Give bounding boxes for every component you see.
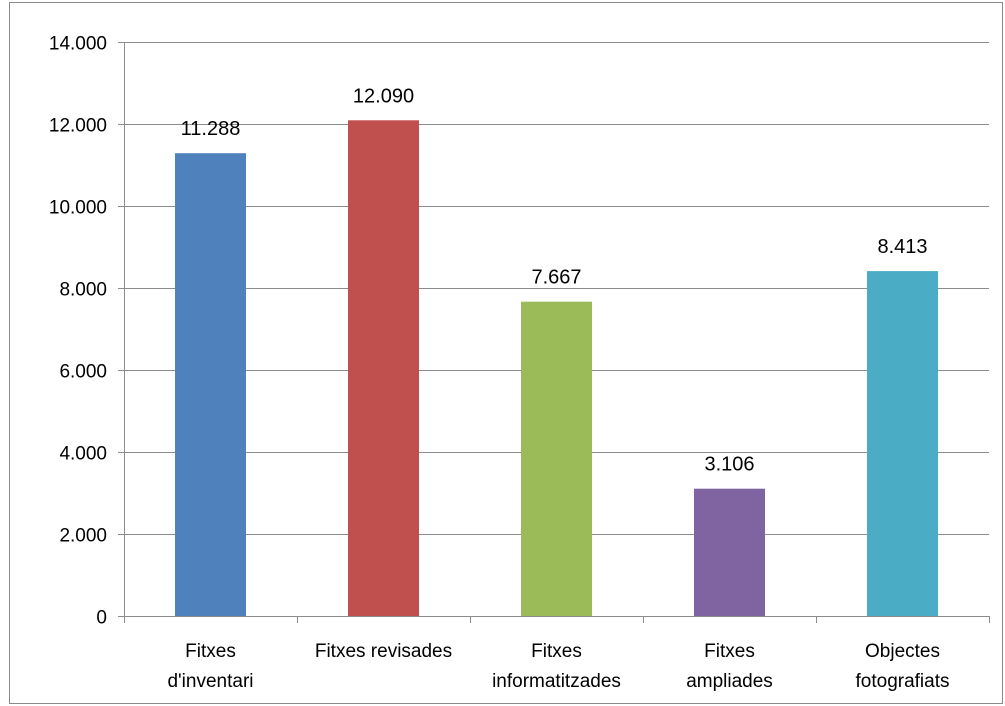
bar <box>694 488 765 616</box>
bar <box>175 153 246 616</box>
x-category-label: informatitzades <box>492 671 621 692</box>
x-category-label: fotografiats <box>856 671 950 692</box>
bar <box>867 271 938 616</box>
y-tick-label: 12.000 <box>49 116 107 137</box>
bars <box>175 120 938 617</box>
bar <box>348 120 419 617</box>
data-label: 11.288 <box>181 118 241 140</box>
data-label: 8.413 <box>877 236 927 258</box>
y-tick-label: 8.000 <box>59 280 107 301</box>
x-category-label: Fitxes revisades <box>315 641 452 662</box>
bar <box>521 301 592 616</box>
y-tick-label: 2.000 <box>59 526 107 547</box>
x-category-label: d'inventari <box>167 671 253 692</box>
labels: 0 2.000 4.000 6.000 8.000 10.000 12.000 14.000 1… <box>49 34 950 693</box>
axes <box>118 42 990 623</box>
data-label: 7.667 <box>531 267 581 289</box>
x-category-label: Fitxes <box>531 641 582 662</box>
x-category-label: Objectes <box>865 641 940 662</box>
gridlines <box>124 42 989 535</box>
chart-frame <box>9 2 1003 704</box>
data-label: 12.090 <box>353 85 414 107</box>
y-tick-label: 10.000 <box>49 198 107 219</box>
y-tick-label: 6.000 <box>59 362 107 383</box>
y-tick-label: 14.000 <box>49 34 107 55</box>
x-category-label: ampliades <box>686 671 773 692</box>
y-tick-label: 4.000 <box>59 444 107 465</box>
x-category-label: Fitxes <box>185 641 236 662</box>
x-category-label: Fitxes <box>704 641 755 662</box>
y-tick-label: 0 <box>96 608 107 629</box>
data-label: 3.106 <box>704 454 754 476</box>
